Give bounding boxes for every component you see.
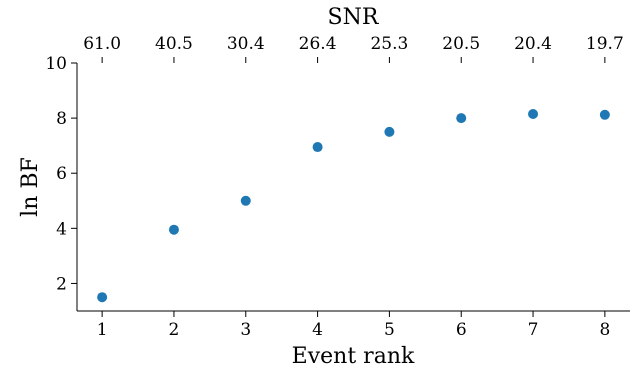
top-tick-label: 20.4 bbox=[514, 34, 552, 54]
top-tick-label: 20.5 bbox=[442, 34, 480, 54]
x-tick-label: 6 bbox=[456, 320, 467, 340]
x-tick-label: 2 bbox=[169, 320, 180, 340]
top-tick-label: 40.5 bbox=[155, 34, 193, 54]
data-point bbox=[528, 108, 539, 119]
y-tick-label: 6 bbox=[56, 164, 67, 184]
top-tick-label: 30.4 bbox=[227, 34, 265, 54]
x-tick-label: 7 bbox=[528, 320, 539, 340]
data-point bbox=[240, 195, 251, 206]
top-axis: SNR 61.0 40.5 30.4 26.4 25.3 20.5 20.4 19.7 bbox=[83, 5, 624, 63]
top-tick-label: 61.0 bbox=[83, 34, 121, 54]
data-point bbox=[97, 292, 108, 303]
y-axis-label: ln BF bbox=[18, 157, 43, 217]
x-tick-label: 8 bbox=[599, 320, 610, 340]
x-tick-label: 4 bbox=[312, 320, 323, 340]
y-tick-label: 4 bbox=[56, 219, 67, 239]
data-point bbox=[168, 224, 179, 235]
top-tick-label: 26.4 bbox=[299, 34, 337, 54]
left-axis-ticks: 2 4 6 8 10 bbox=[45, 54, 77, 294]
data-point bbox=[384, 126, 395, 137]
data-point bbox=[599, 109, 610, 120]
y-tick-label: 2 bbox=[56, 274, 67, 294]
x-tick-label: 1 bbox=[97, 320, 108, 340]
top-tick-label: 25.3 bbox=[370, 34, 408, 54]
y-tick-label: 10 bbox=[45, 54, 67, 74]
x-tick-label: 5 bbox=[384, 320, 395, 340]
data-point bbox=[312, 142, 323, 153]
y-tick-label: 8 bbox=[56, 109, 67, 129]
axes-frame bbox=[76, 63, 630, 312]
top-tick-label: 19.7 bbox=[586, 34, 624, 54]
top-axis-label: SNR bbox=[328, 5, 380, 30]
data-point bbox=[456, 113, 467, 124]
data-points bbox=[97, 108, 610, 303]
bottom-axis-ticks: 1 2 3 4 5 6 7 8 bbox=[97, 311, 610, 340]
x-axis-label: Event rank bbox=[292, 344, 415, 368]
x-tick-label: 3 bbox=[240, 320, 251, 340]
